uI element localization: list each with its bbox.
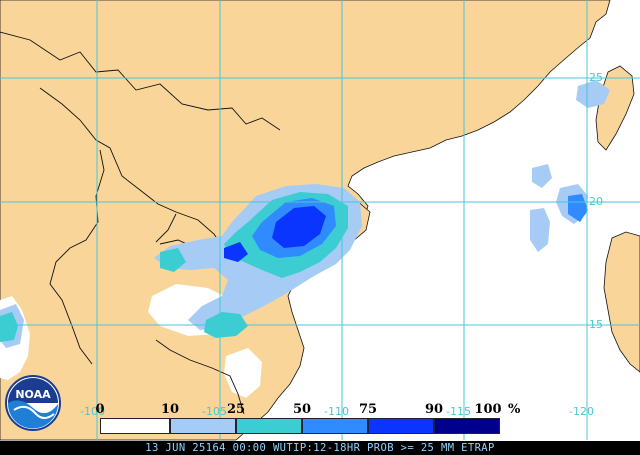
prob-25-50-cell-inland bbox=[160, 248, 186, 272]
legend-swatch-10-25 bbox=[170, 418, 236, 434]
legend-tick-75: 75 bbox=[358, 402, 378, 417]
luzon-land bbox=[603, 231, 640, 373]
legend-swatch-90-100 bbox=[434, 418, 500, 434]
delta-water bbox=[224, 348, 262, 398]
lon-label-120: -120 bbox=[569, 405, 594, 418]
noaa-logo-text: NOAA bbox=[15, 388, 51, 401]
lon-label-100: -100 bbox=[80, 405, 105, 418]
noaa-logo-icon: NOAA bbox=[5, 375, 61, 431]
legend-swatch-75-90 bbox=[368, 418, 434, 434]
prob-75-90-region bbox=[272, 206, 326, 248]
lat-label-20: 20 bbox=[589, 195, 603, 208]
legend-swatch-0-10 bbox=[100, 418, 170, 434]
prob-10-25-cell-sea-3 bbox=[532, 164, 552, 188]
lat-label-25: 25 bbox=[589, 71, 603, 84]
legend-tick-0: 0 bbox=[95, 402, 105, 417]
lat-label-15: 15 bbox=[589, 318, 603, 331]
lon-label-115: -115 bbox=[446, 405, 471, 418]
legend-tick-25: 25 bbox=[226, 402, 246, 417]
lat-lon-grid bbox=[0, 0, 640, 440]
lon-label-110: -110 bbox=[324, 405, 349, 418]
prob-50-75-cell-sea bbox=[568, 194, 588, 222]
probability-shading bbox=[0, 80, 610, 348]
legend-tick-50: 50 bbox=[292, 402, 312, 417]
probability-legend: 0 10 25 50 75 90 100 % bbox=[95, 402, 520, 436]
prob-10-25-cell-sea-2 bbox=[530, 208, 550, 252]
legend-tick-10: 10 bbox=[160, 402, 180, 417]
legend-swatch-50-75 bbox=[302, 418, 368, 434]
legend-unit: % bbox=[508, 402, 521, 417]
prob-10-25-cell-taiwan bbox=[576, 80, 610, 108]
legend-swatch-25-50 bbox=[236, 418, 302, 434]
lon-label-105: -105 bbox=[202, 405, 227, 418]
legend-tick-90: 90 bbox=[424, 402, 444, 417]
prob-75-90-cell-west bbox=[224, 242, 248, 262]
product-caption: 13 JUN 25164 00:00 WUTIP:12-18HR PROB >=… bbox=[0, 441, 640, 455]
legend-tick-100: 100 bbox=[474, 402, 502, 417]
prob-25-50-cell-west bbox=[0, 312, 18, 342]
